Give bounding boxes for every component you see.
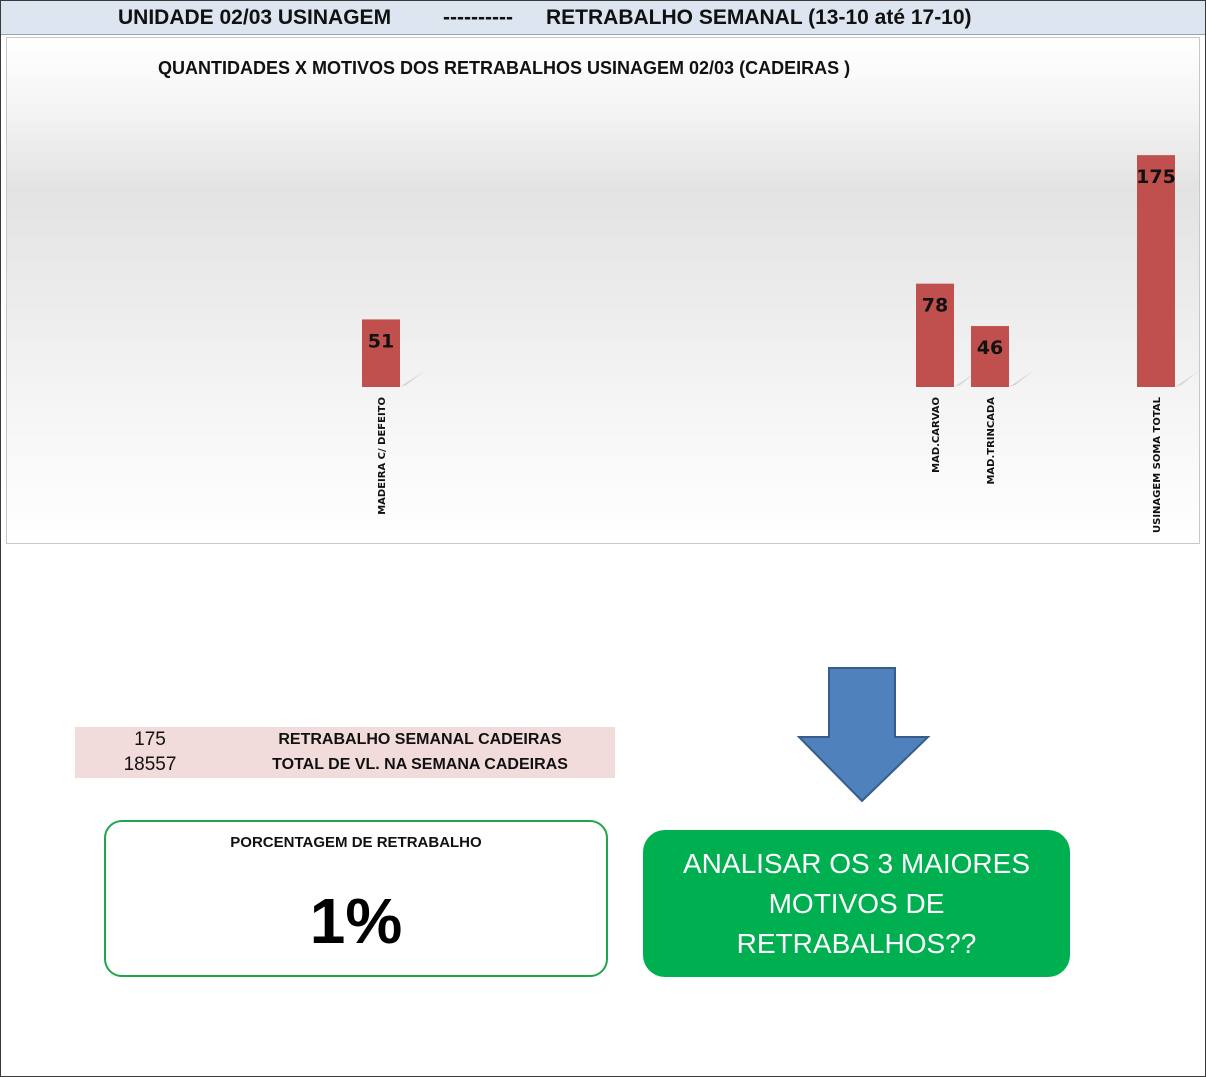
- category-label: MAD.TRINCADA: [986, 397, 997, 485]
- chart-title: QUANTIDADES X MOTIVOS DOS RETRABALHOS US…: [158, 58, 851, 78]
- category-label: USINAGEM SOMA TOTAL: [1152, 396, 1163, 533]
- chart-bar: [1137, 155, 1175, 387]
- bar-value-label: 46: [977, 337, 1003, 359]
- category-label: MADEIRA C/ DEFEITO: [377, 397, 388, 515]
- bar-value-label: 78: [922, 295, 948, 317]
- category-label: MAD.CARVAO: [931, 397, 942, 473]
- summary-row: 18557 TOTAL DE VL. NA SEMANA CADEIRAS: [75, 754, 615, 779]
- chart-bar: [362, 319, 400, 387]
- chart-bar: [916, 283, 954, 387]
- percentage-card: PORCENTAGEM DE RETRABALHO 1%: [104, 820, 608, 977]
- bar-chart: 51 MADEIRA C/ DEFEITO 78 MAD.CARVAO 46 MAD.TR…: [362, 155, 1199, 533]
- summary-value: 175: [134, 729, 166, 750]
- summary-table: 175 RETRABALHO SEMANAL CADEIRAS 18557 TO…: [75, 727, 615, 778]
- action-callout: ANALISAR OS 3 MAIORES MOTIVOS DE RETRABA…: [643, 830, 1070, 977]
- chart-area: QUANTIDADES X MOTIVOS DOS RETRABALHOS US…: [6, 37, 1200, 544]
- bar-value-label: 51: [368, 330, 394, 352]
- summary-value: 18557: [123, 754, 177, 775]
- percentage-value: 1%: [309, 885, 403, 957]
- bar-shadow: [1175, 371, 1199, 387]
- bar-value-label: 175: [1136, 166, 1176, 188]
- summary-label: RETRABALHO SEMANAL CADEIRAS: [278, 731, 562, 748]
- summary-label: TOTAL DE VL. NA SEMANA CADEIRAS: [272, 756, 568, 773]
- summary-row: 175 RETRABALHO SEMANAL CADEIRAS: [75, 729, 615, 754]
- header-separator: ----------: [443, 6, 513, 29]
- page-header: UNIDADE 02/03 USINAGEM ---------- RETRAB…: [1, 1, 1205, 35]
- header-unit-title: UNIDADE 02/03 USINAGEM: [118, 6, 392, 29]
- chart-bar: [971, 326, 1009, 387]
- header-report-title: RETRABALHO SEMANAL (13-10 até 17-10): [546, 6, 972, 29]
- action-text: ANALISAR OS 3 MAIORES MOTIVOS DE RETRABA…: [683, 847, 1030, 959]
- down-arrow-icon: [797, 667, 931, 803]
- bar-shadow: [400, 371, 424, 387]
- percentage-title: PORCENTAGEM DE RETRABALHO: [230, 834, 482, 851]
- bar-shadow: [1009, 371, 1033, 387]
